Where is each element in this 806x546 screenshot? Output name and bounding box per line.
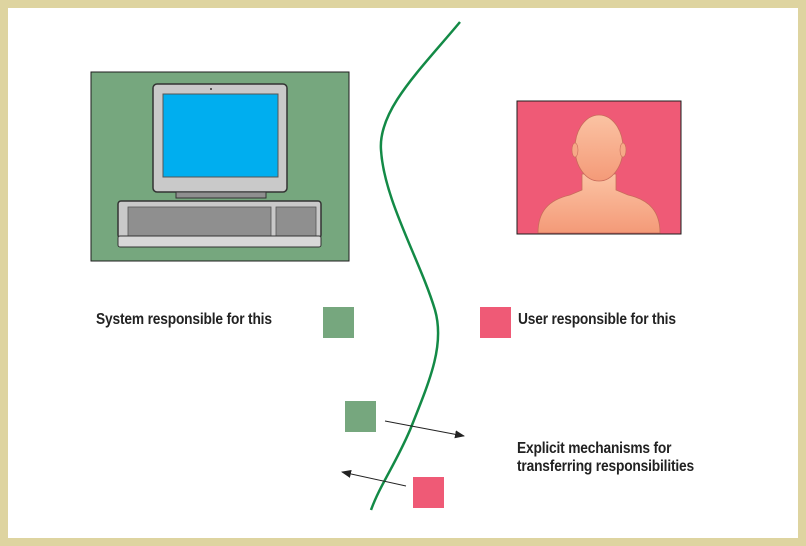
user-panel: [516, 100, 682, 235]
system-legend-label: System responsible for this: [96, 311, 272, 328]
responsibility-boundary-curve: [369, 21, 461, 511]
transfer-arrow-to-user: [384, 420, 465, 439]
transfer-mechanisms-label: Explicit mechanisms for transferring res…: [517, 440, 694, 476]
transfer-label-line-1: Explicit mechanisms for: [517, 440, 672, 457]
system-transfer-square: [345, 401, 376, 432]
transfer-label-line-2: transferring responsibilities: [517, 458, 694, 475]
user-legend-label: User responsible for this: [518, 311, 676, 328]
user-legend-swatch: [480, 307, 511, 338]
computer-icon: [117, 83, 322, 248]
person-silhouette-icon: [537, 114, 661, 234]
transfer-arrow-to-system: [341, 470, 407, 487]
system-legend-swatch: [323, 307, 354, 338]
user-transfer-square: [413, 477, 444, 508]
system-panel: [90, 71, 350, 262]
